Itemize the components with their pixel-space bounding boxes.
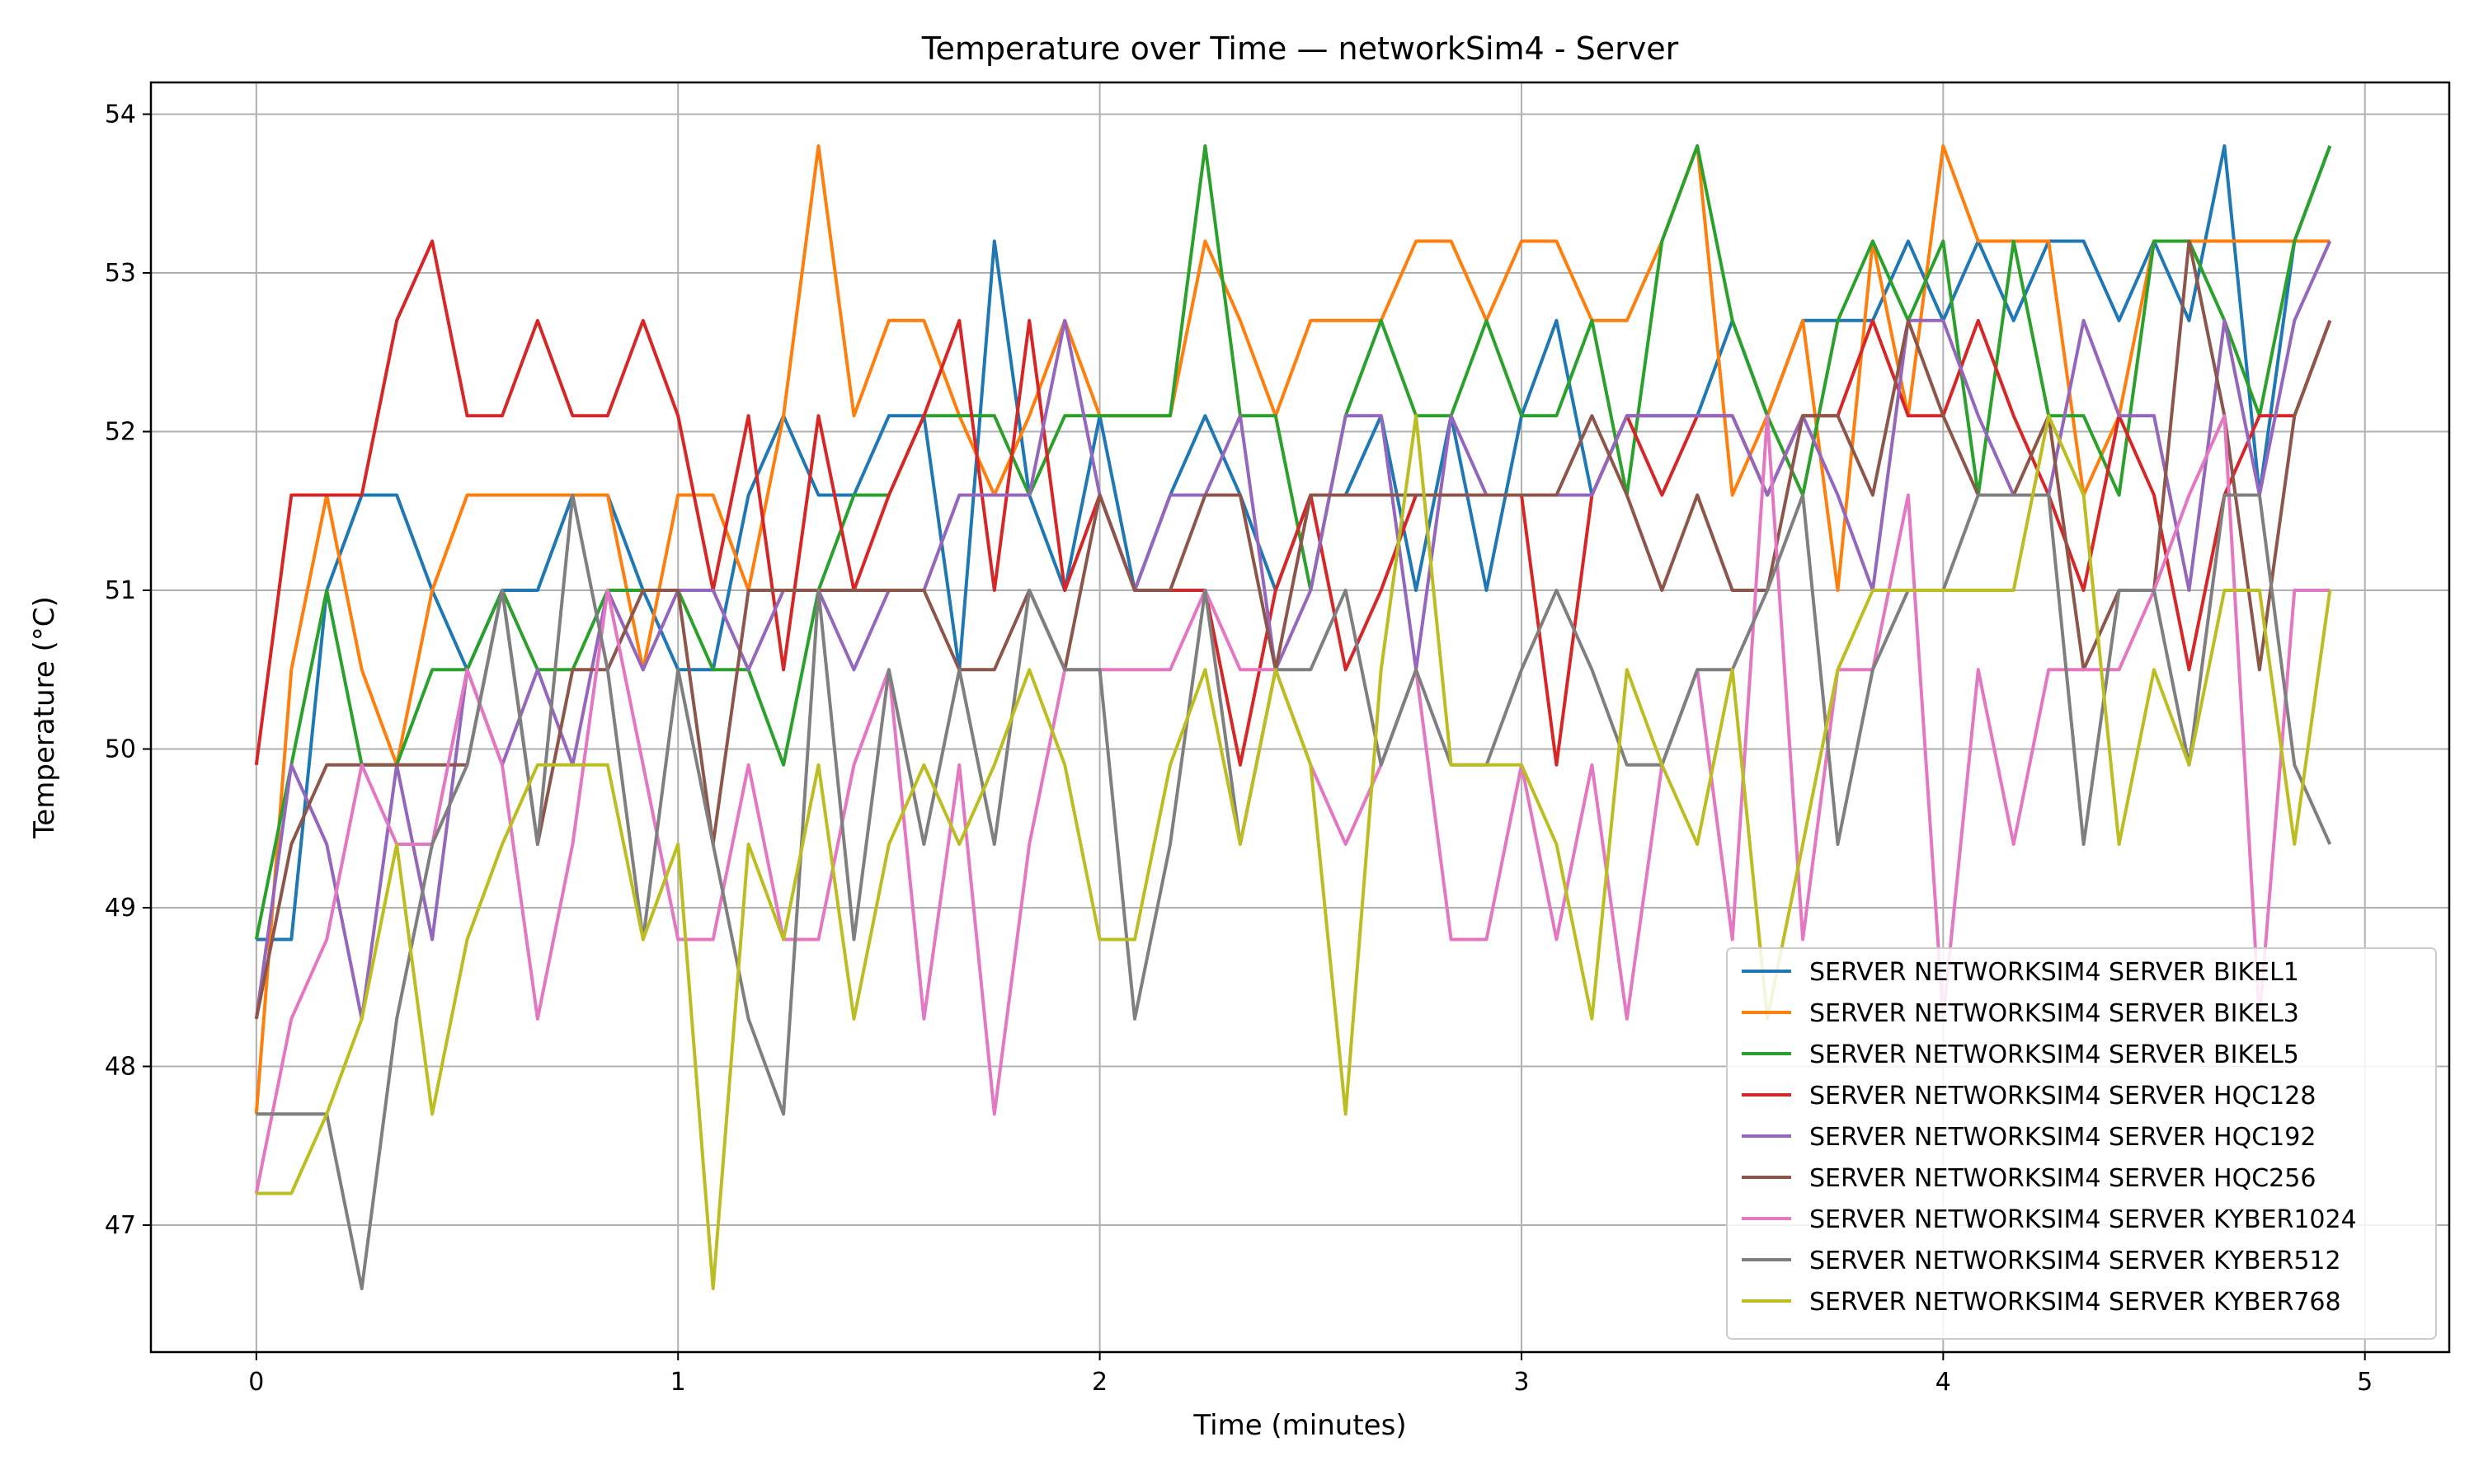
x-tick-label: 4 xyxy=(1935,1368,1951,1397)
chart-title: Temperature over Time — networkSim4 - Se… xyxy=(921,31,1679,67)
legend-box xyxy=(1726,947,2437,1340)
y-tick-label: 51 xyxy=(105,576,136,605)
series-line-3 xyxy=(254,239,2332,767)
legend: SERVER NETWORKSIM4 SERVER BIKEL1 SERVER N… xyxy=(1726,947,2437,1340)
y-tick-label: 47 xyxy=(105,1211,136,1240)
y-tick-label: 52 xyxy=(105,418,136,447)
legend-label-8: SERVER NETWORKSIM4 SERVER KYBER768 xyxy=(1809,1288,2341,1317)
x-axis-ticks: 0 1 2 3 4 5 xyxy=(248,1352,2373,1397)
y-tick-label: 50 xyxy=(105,735,136,764)
legend-label-3: SERVER NETWORKSIM4 SERVER HQC128 xyxy=(1809,1082,2316,1111)
x-axis-label: Time (minutes) xyxy=(1192,1409,1406,1442)
legend-label-2: SERVER NETWORKSIM4 SERVER BIKEL5 xyxy=(1809,1040,2299,1069)
series-line-4 xyxy=(254,240,2332,1021)
y-tick-label: 48 xyxy=(105,1053,136,1082)
y-axis-ticks: 47 48 49 50 51 52 53 54 xyxy=(105,101,151,1240)
legend-label-5: SERVER NETWORKSIM4 SERVER HQC256 xyxy=(1809,1164,2316,1193)
y-axis-label: Temperature (°C) xyxy=(28,596,61,838)
x-tick-label: 5 xyxy=(2357,1368,2373,1397)
y-tick-label: 49 xyxy=(105,894,136,923)
plot-frame xyxy=(149,81,2451,1354)
legend-label-4: SERVER NETWORKSIM4 SERVER HQC192 xyxy=(1809,1123,2316,1152)
x-tick-label: 0 xyxy=(248,1368,264,1397)
legend-label-0: SERVER NETWORKSIM4 SERVER BIKEL1 xyxy=(1809,958,2299,987)
grid xyxy=(151,82,2449,1352)
x-tick-label: 3 xyxy=(1513,1368,1529,1397)
legend-label-7: SERVER NETWORKSIM4 SERVER KYBER512 xyxy=(1809,1247,2341,1275)
series-lines xyxy=(254,144,2332,1290)
x-tick-label: 2 xyxy=(1092,1368,1108,1397)
series-line-8 xyxy=(256,414,2332,1290)
x-tick-label: 1 xyxy=(670,1368,686,1397)
legend-label-6: SERVER NETWORKSIM4 SERVER KYBER1024 xyxy=(1809,1205,2357,1234)
series-line-1 xyxy=(254,144,2331,1115)
y-tick-label: 53 xyxy=(105,259,136,288)
series-line-2 xyxy=(254,144,2332,940)
y-tick-label: 54 xyxy=(105,101,136,129)
legend-label-1: SERVER NETWORKSIM4 SERVER BIKEL3 xyxy=(1809,999,2299,1028)
series-line-7 xyxy=(256,493,2332,1290)
